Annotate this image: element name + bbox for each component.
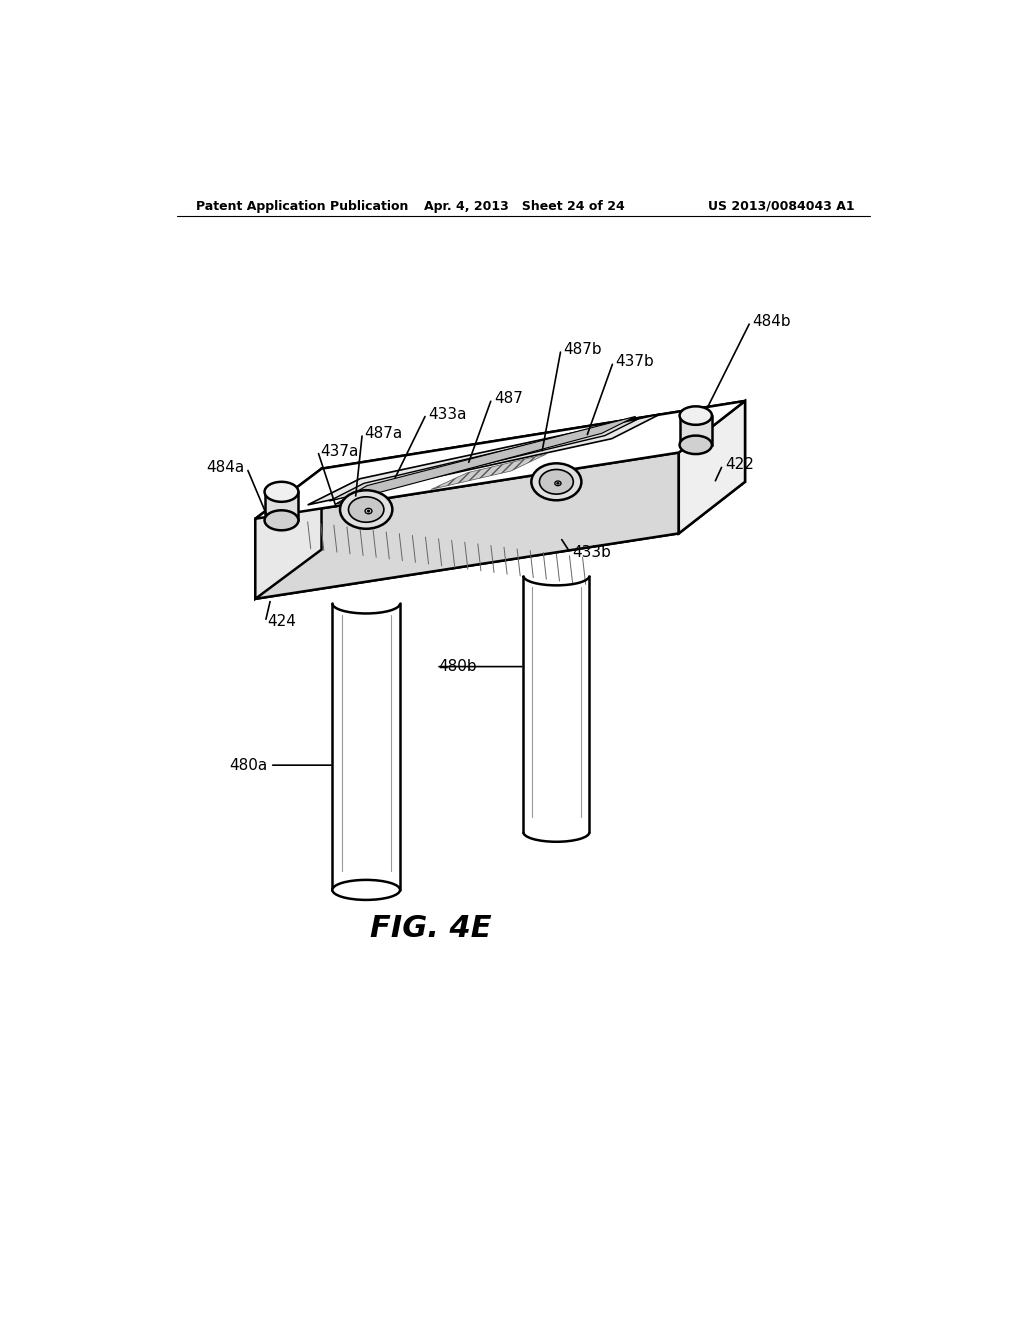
Polygon shape bbox=[336, 416, 636, 504]
Polygon shape bbox=[680, 416, 712, 445]
Text: 433b: 433b bbox=[572, 545, 611, 560]
Text: 480b: 480b bbox=[438, 659, 477, 675]
Text: 487: 487 bbox=[494, 391, 523, 407]
Polygon shape bbox=[679, 401, 745, 533]
Polygon shape bbox=[523, 576, 590, 832]
Polygon shape bbox=[333, 603, 400, 890]
Text: 437b: 437b bbox=[615, 354, 654, 370]
Text: US 2013/0084043 A1: US 2013/0084043 A1 bbox=[708, 199, 854, 213]
Ellipse shape bbox=[531, 463, 582, 500]
Text: Apr. 4, 2013   Sheet 24 of 24: Apr. 4, 2013 Sheet 24 of 24 bbox=[424, 199, 626, 213]
Text: 433a: 433a bbox=[429, 407, 467, 421]
Text: 480a: 480a bbox=[229, 758, 267, 772]
Ellipse shape bbox=[680, 407, 712, 425]
Ellipse shape bbox=[540, 470, 573, 494]
Ellipse shape bbox=[367, 510, 370, 512]
Polygon shape bbox=[330, 418, 639, 502]
Text: 487b: 487b bbox=[563, 342, 602, 356]
Ellipse shape bbox=[557, 482, 559, 484]
Text: FIG. 4E: FIG. 4E bbox=[370, 913, 492, 942]
Text: 484b: 484b bbox=[753, 314, 792, 329]
Text: 487a: 487a bbox=[365, 426, 402, 441]
Text: Patent Application Publication: Patent Application Publication bbox=[196, 199, 409, 213]
Ellipse shape bbox=[264, 511, 298, 531]
Ellipse shape bbox=[264, 482, 298, 502]
Polygon shape bbox=[255, 469, 322, 599]
Ellipse shape bbox=[680, 436, 712, 454]
Text: 424: 424 bbox=[267, 614, 297, 630]
Polygon shape bbox=[255, 453, 679, 599]
Ellipse shape bbox=[333, 880, 400, 900]
Polygon shape bbox=[307, 414, 660, 506]
Ellipse shape bbox=[365, 508, 372, 513]
Ellipse shape bbox=[340, 490, 392, 529]
Ellipse shape bbox=[555, 480, 561, 486]
Text: 484a: 484a bbox=[206, 461, 245, 475]
Polygon shape bbox=[264, 492, 298, 520]
Polygon shape bbox=[255, 401, 745, 519]
Ellipse shape bbox=[348, 496, 384, 523]
Text: 422: 422 bbox=[725, 457, 754, 473]
Text: 437a: 437a bbox=[319, 444, 358, 458]
Polygon shape bbox=[255, 482, 745, 599]
Polygon shape bbox=[431, 454, 547, 490]
Polygon shape bbox=[322, 401, 745, 549]
